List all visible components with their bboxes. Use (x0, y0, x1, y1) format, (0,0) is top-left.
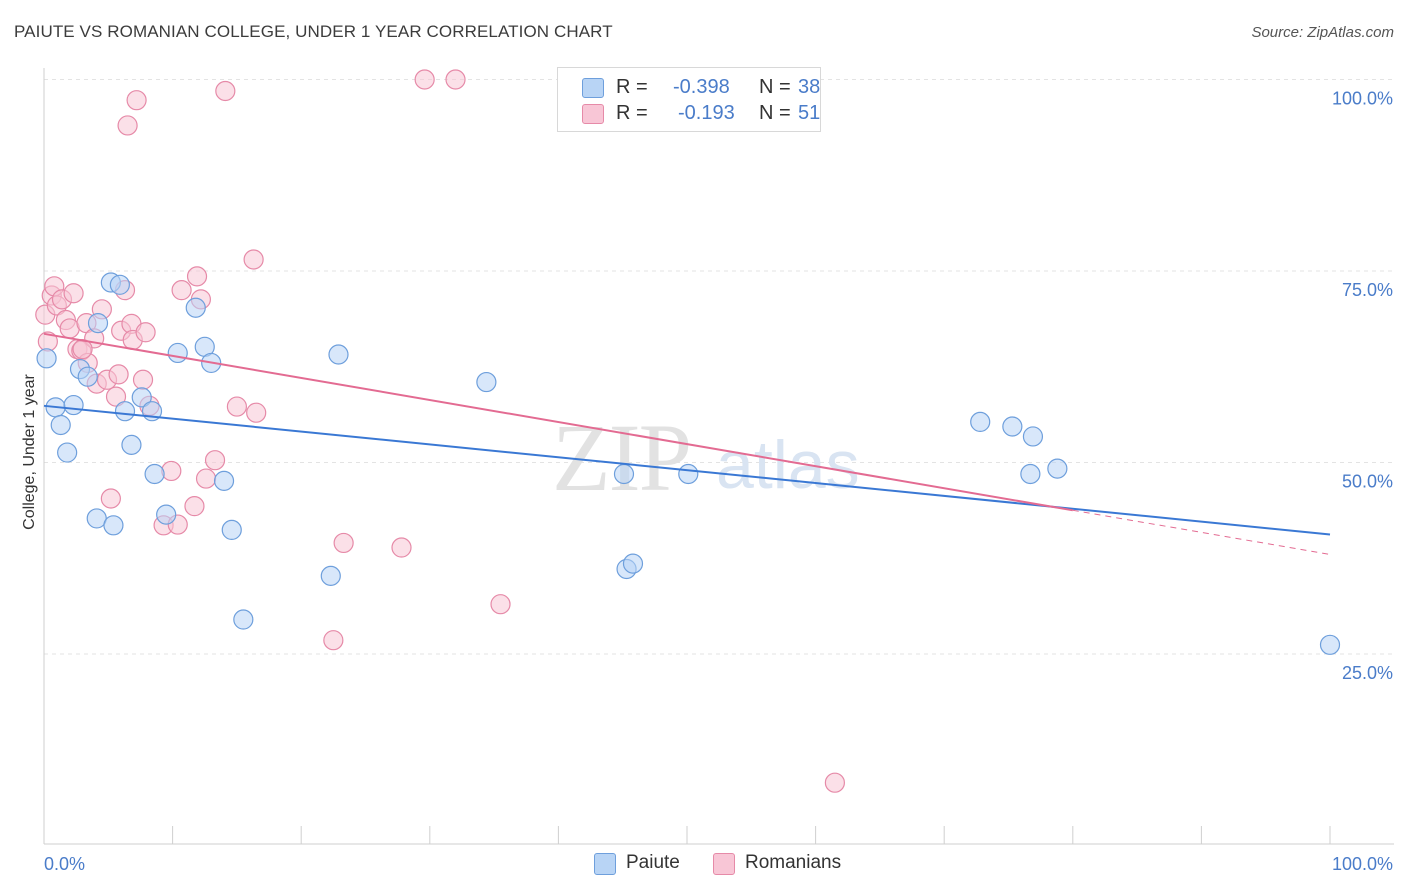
romanian-point (108, 364, 129, 385)
paiute-point (678, 463, 699, 485)
romanian-point (117, 115, 138, 136)
paiute-point (1002, 416, 1023, 437)
paiute-point (36, 348, 57, 369)
legend-n-label: N = (759, 102, 791, 124)
y-tick-labels: 25.0% 50.0% 75.0% 100.0% (1332, 89, 1393, 684)
romanian-point (63, 283, 84, 304)
romanian-point (246, 402, 267, 423)
watermark-zip: ZIP (552, 404, 690, 511)
correlation-legend: R = -0.398 N = 38 R = -0.193 N = 51 (557, 67, 821, 132)
paiute-point (1022, 426, 1044, 447)
legend-n-value: 51 (798, 102, 821, 124)
paiute-point (50, 414, 71, 436)
paiute-point (114, 401, 136, 422)
legend-r-value: -0.398 (673, 76, 730, 98)
paiute-point (320, 565, 341, 586)
watermark: ZIP atlas (552, 404, 860, 511)
paiute-point (1047, 458, 1068, 479)
watermark-atlas: atlas (716, 427, 860, 503)
y-tick-label: 75.0% (1342, 280, 1393, 300)
paiute-point (613, 463, 635, 485)
romanian-point (215, 80, 236, 102)
chart-source: Source: ZipAtlas.com (1251, 24, 1394, 41)
paiute-point (144, 463, 165, 485)
paiute-point (167, 342, 188, 364)
paiute-point (221, 519, 242, 541)
romanian-point (391, 537, 412, 558)
legend-r-value: -0.193 (678, 102, 735, 124)
romanian-point (126, 90, 147, 111)
paiute-point (1020, 463, 1041, 485)
chart-title: PAIUTE VS ROMANIAN COLLEGE, UNDER 1 YEAR… (14, 22, 613, 41)
legend-n-value: 38 (798, 76, 821, 98)
paiute-point (156, 504, 177, 525)
romanian-point (243, 249, 264, 270)
legend-n-label: N = (759, 76, 791, 98)
paiute-point (233, 609, 254, 630)
romanian-point (105, 386, 127, 407)
romanian-point (490, 594, 511, 615)
paiute-swatch (594, 853, 616, 875)
paiute-point (87, 312, 109, 334)
series-paiute (36, 272, 1341, 655)
paiute-swatch (582, 78, 604, 98)
paiute-trend-line (43, 404, 1331, 536)
x-tick-label: 100.0% (1332, 854, 1393, 874)
paiute-point (622, 553, 644, 574)
paiute-point (328, 344, 349, 365)
grid-lines (44, 79, 1394, 655)
romanian-point (195, 468, 217, 489)
romanian-point (323, 630, 344, 651)
paiute-point (185, 297, 206, 318)
paiute-point (77, 366, 98, 387)
romanians-swatch (713, 853, 735, 875)
legend-romanians-label: Romanians (745, 852, 842, 873)
x-tick-labels: 0.0% 100.0% (44, 854, 1393, 874)
romanian-point (333, 532, 354, 554)
paiute-point (970, 411, 991, 433)
romanian-point (445, 69, 466, 90)
romanian-point (100, 488, 121, 509)
romanian-point (132, 369, 154, 390)
y-tick-label: 100.0% (1332, 89, 1393, 109)
paiute-point (121, 434, 142, 455)
paiute-point (109, 274, 130, 295)
y-tick-label: 50.0% (1342, 472, 1393, 492)
romanian-point (824, 772, 845, 793)
axes (43, 68, 1394, 845)
romanians-swatch (582, 104, 604, 124)
y-tick-label: 25.0% (1342, 663, 1393, 683)
paiute-point (63, 394, 84, 416)
romanian-point (171, 280, 192, 301)
romanian-trend-line (43, 332, 1073, 512)
paiute-point (131, 387, 152, 408)
romanian-point (161, 460, 182, 482)
legend-r-label: R = (616, 76, 648, 98)
paiute-point (103, 515, 124, 536)
romanian-point (204, 450, 226, 471)
romanian-point (226, 396, 247, 417)
paiute-point (213, 470, 235, 491)
romanian-point (135, 322, 156, 343)
romanian-point (184, 496, 205, 517)
romanian-trend-line-extension (1072, 509, 1331, 555)
legend-r-label: R = (616, 102, 648, 124)
paiute-point (57, 442, 78, 463)
paiute-point (1319, 634, 1341, 655)
trend-lines (43, 332, 1331, 555)
paiute-point (476, 371, 497, 393)
romanian-point (59, 318, 80, 339)
legend-paiute-label: Paiute (626, 852, 680, 873)
x-tick-label: 0.0% (44, 854, 85, 874)
romanian-point (414, 69, 435, 90)
romanian-point (186, 266, 208, 287)
y-axis-title: College, Under 1 year (21, 374, 38, 530)
